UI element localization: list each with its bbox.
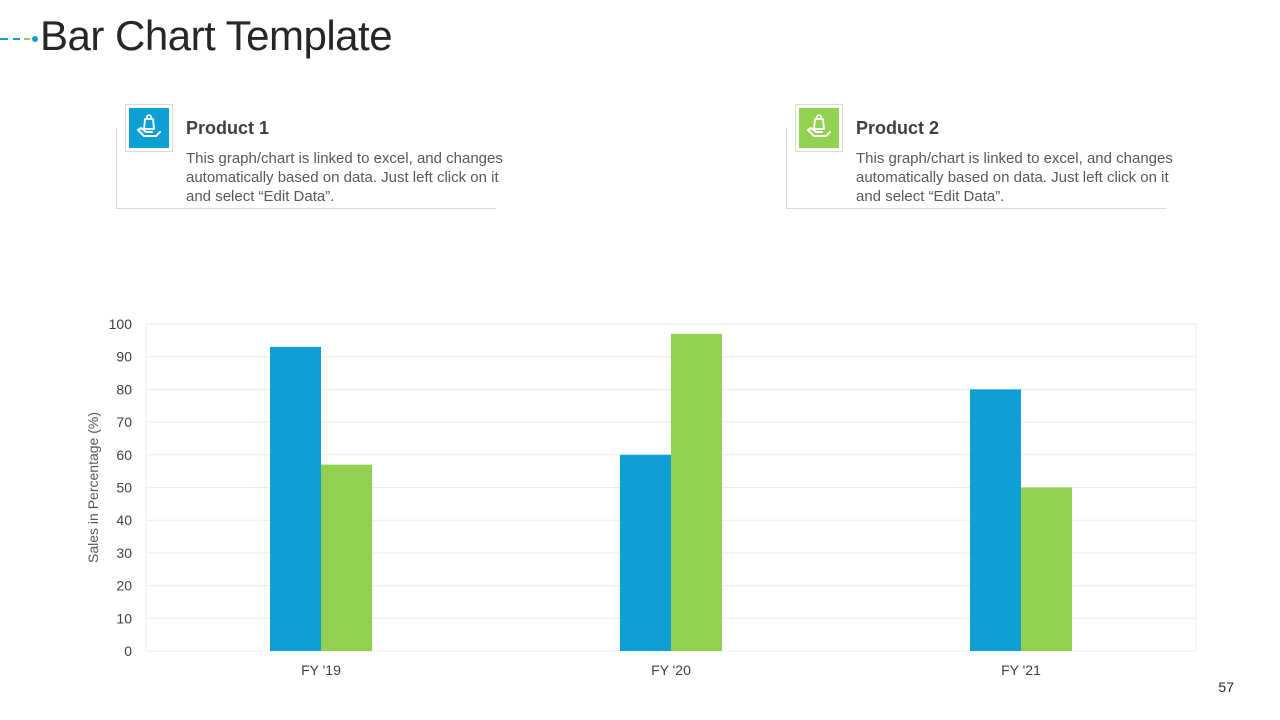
bar-series-1-2 [620, 454, 671, 651]
x-tick-label: FY '21 [1001, 662, 1041, 678]
product-card-1: Product 1 This graph/chart is linked to … [116, 104, 536, 210]
x-tick-label: FY '20 [651, 662, 691, 678]
bar-series-2-3 [1021, 487, 1072, 651]
y-tick-label: 60 [116, 447, 132, 463]
card-title: Product 2 [856, 118, 940, 138]
bar-series-2-2 [671, 333, 722, 651]
y-tick-label: 40 [116, 512, 132, 528]
card-frame-line [116, 128, 117, 208]
y-tick-label: 90 [116, 349, 132, 365]
page-title: Bar Chart Template [40, 12, 393, 59]
card-description: This graph/chart is linked to excel, and… [856, 150, 1173, 205]
y-tick-label: 50 [116, 480, 132, 496]
y-axis-label: Sales in Percentage (%) [85, 412, 101, 563]
bar-series-1-1 [270, 346, 321, 651]
y-tick-label: 70 [116, 414, 132, 430]
product-icon-box [125, 104, 173, 152]
hand-holding-bag-icon [799, 108, 839, 148]
card-frame-line [786, 208, 1166, 209]
card-frame-line [116, 208, 496, 209]
y-tick-label: 80 [116, 381, 132, 397]
y-tick-label: 30 [116, 545, 132, 561]
y-tick-label: 100 [109, 316, 133, 332]
card-title: Product 1 [186, 118, 270, 138]
x-tick-label: FY '19 [301, 662, 341, 678]
card-description: This graph/chart is linked to excel, and… [186, 150, 503, 205]
y-tick-label: 10 [116, 610, 132, 626]
page-number: 57 [1218, 679, 1234, 695]
y-tick-label: 0 [124, 643, 132, 659]
bar-series-1-3 [970, 389, 1021, 651]
bar-series-2-1 [321, 464, 372, 651]
title-decoration-icon [0, 36, 38, 42]
product-icon-box [795, 104, 843, 152]
y-tick-label: 20 [116, 578, 132, 594]
product-card-2: Product 2 This graph/chart is linked to … [786, 104, 1206, 210]
card-frame-line [786, 128, 787, 208]
hand-holding-bag-icon [129, 108, 169, 148]
